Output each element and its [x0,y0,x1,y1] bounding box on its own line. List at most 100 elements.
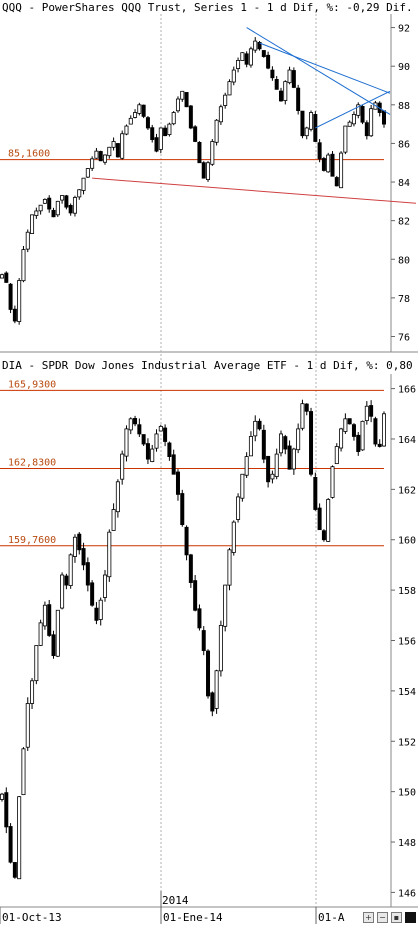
trend-line-middle [259,42,391,94]
candle-body [120,453,125,480]
candle-body [188,554,193,583]
candle-body [94,607,99,621]
candle-body [274,79,279,90]
candle-body [223,94,228,106]
trend-line-upper [246,27,391,115]
y-tick-label: 150 [398,788,416,799]
candle-body [167,442,172,458]
candle-body [175,98,180,112]
candle-body [317,142,322,160]
candle-body [364,122,369,137]
candle-body [107,531,112,578]
chart-title-dia: DIA - SPDR Dow Jones Industrial Average … [2,359,413,372]
candle-body [21,249,26,282]
candle-body [270,69,275,79]
y-tick-label: 146 [398,888,416,899]
candle-body [103,154,108,163]
save-icon[interactable]: ▪ [391,911,402,923]
candle-body [377,443,382,447]
trend-line-lower [315,90,391,129]
candle-body [51,634,56,657]
candle-body [103,574,108,598]
y-tick-label: 90 [398,62,410,73]
candle-body [321,530,326,541]
candle-body [381,110,386,125]
candle-body [296,87,301,112]
candle-body [253,420,258,437]
candle-body [291,448,296,470]
candle-body [30,680,35,704]
level-label: 85,1600 [8,149,50,160]
y-tick-label: 160 [398,536,416,547]
candle-body [291,70,296,88]
candle-body [42,604,47,627]
candle-body [304,403,309,412]
zoom-in-icon[interactable]: + [363,911,374,923]
candle-body [201,162,206,179]
fill-icon[interactable] [405,911,416,923]
candle-body [17,796,22,880]
candle-body [25,703,30,748]
y-tick-label: 148 [398,838,416,849]
candle-body [115,481,120,513]
candle-body [364,405,369,421]
candle-body [171,454,176,475]
candle-body [330,153,335,177]
candle-body [236,60,241,69]
candle-body [227,81,232,96]
candle-body [351,424,356,437]
zoom-out-icon[interactable]: − [377,911,388,923]
candle-body [231,69,236,83]
candle-body [81,548,86,566]
candle-body [4,792,9,828]
candle-body [77,189,82,198]
candle-body [197,608,202,629]
candle-body [339,152,344,189]
candle-body [51,209,56,218]
candle-body [278,433,283,454]
candle-body [193,126,198,142]
candle-body [90,582,95,606]
candle-body [360,106,365,123]
candle-body [381,413,386,447]
candle-body [223,584,228,627]
candle-body [347,121,352,127]
candle-body [210,692,215,712]
candle-body [47,197,52,210]
candle-body [94,150,99,159]
y-tick-label: 88 [398,101,410,112]
candle-body [90,158,95,169]
candle-body [64,575,69,586]
candle-body [300,403,305,429]
candle-body [60,574,65,609]
candle-body [236,496,241,520]
candle-body [356,104,361,116]
candle-body [154,433,159,449]
chart-title-qqq: QQQ - PowerShares QQQ Trust, Series 1 - … [2,1,413,14]
candle-body [313,476,318,510]
candle-body [300,110,305,137]
candle-body [360,420,365,451]
candle-body [210,141,215,165]
candle-body [98,151,103,162]
candle-body [55,200,60,216]
level-label: 162,8300 [8,457,56,468]
candle-body [197,141,202,164]
candle-body [180,90,185,100]
candle-body [171,112,176,125]
y-tick-label: 82 [398,217,410,228]
candle-body [158,425,163,432]
candle-body [287,69,292,84]
y-tick-label: 76 [398,332,410,343]
candle-body [248,436,253,457]
candle-body [351,114,356,125]
candle-body [214,119,219,143]
candle-body [150,448,155,462]
candle-body [283,436,288,450]
candle-body [17,280,22,322]
candle-body [356,434,361,452]
candle-body [120,133,125,159]
candle-body [163,127,168,137]
